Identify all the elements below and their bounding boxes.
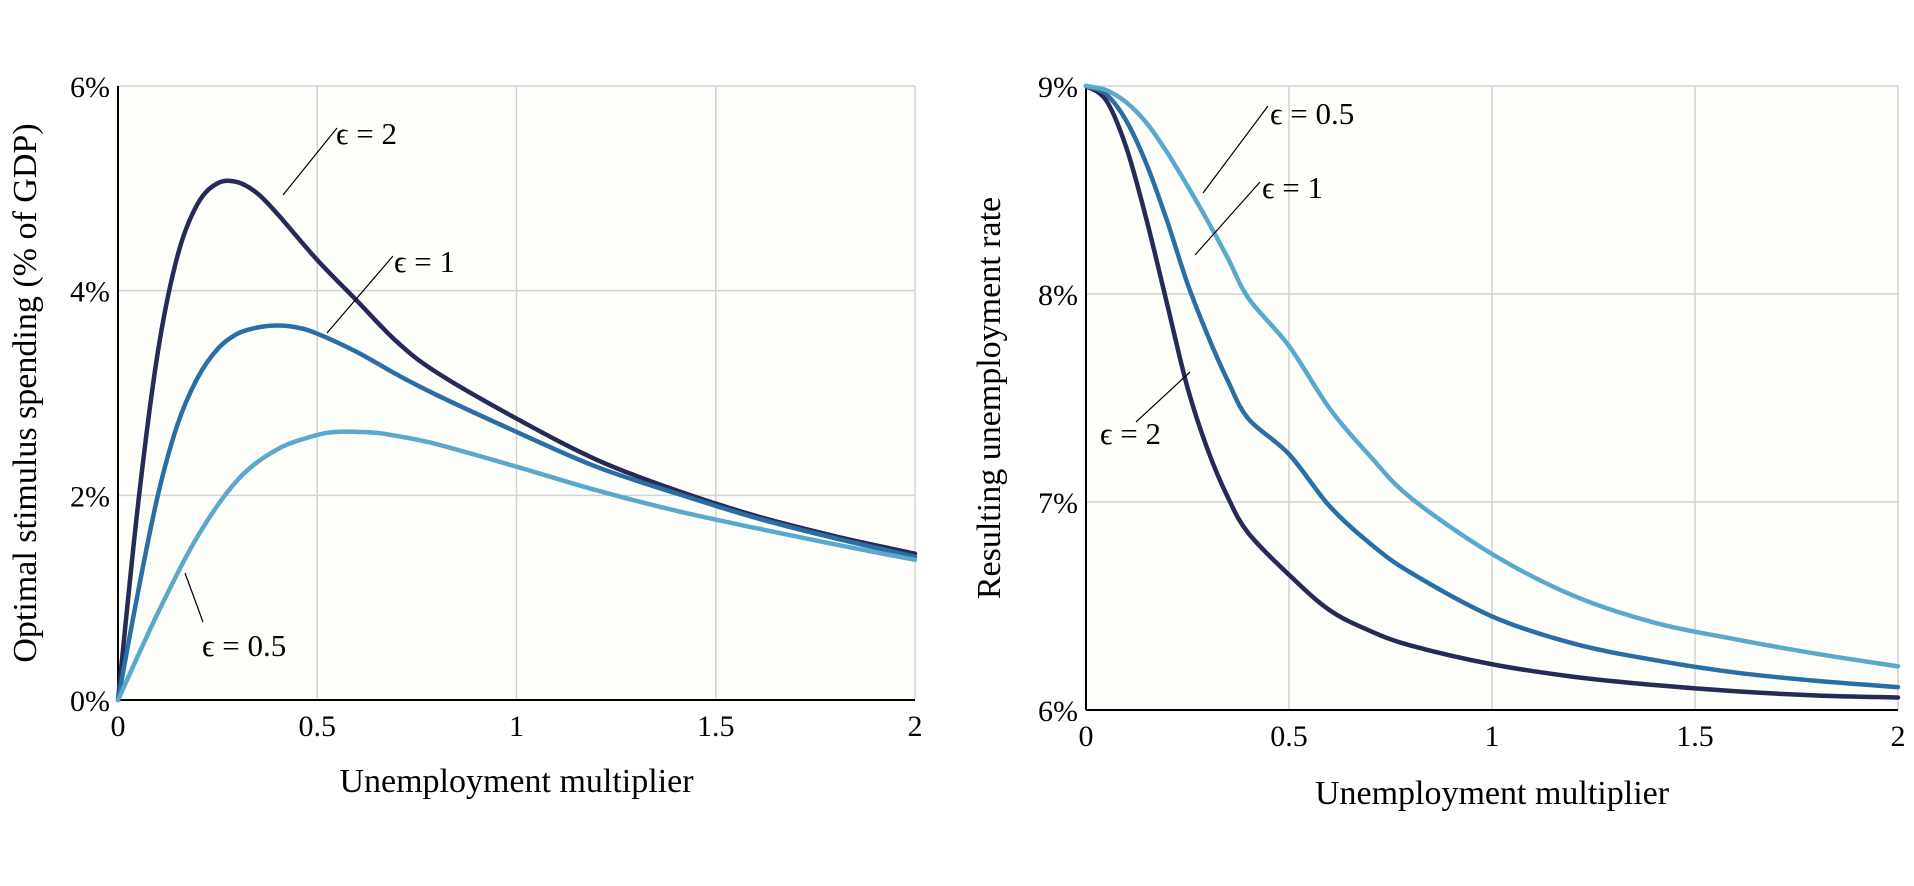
y-tick-label: 7% bbox=[1038, 487, 1078, 520]
series-line-eps-0-5 bbox=[115, 429, 918, 703]
x-axis-label: Unemployment multiplier bbox=[1315, 775, 1670, 812]
x-tick-label: 1.5 bbox=[1676, 720, 1714, 753]
chart-panel-2: 0 0.5 1 1.5 2 6% 7% 8% 9% Unemployment multiplier… bbox=[971, 71, 1906, 812]
annotation-label: ϵ = 2 bbox=[336, 116, 397, 151]
x-tick-label: 0 bbox=[1079, 720, 1094, 753]
annotation-leader-line bbox=[282, 127, 338, 196]
x-tick-label: 1 bbox=[509, 710, 524, 743]
annotation-label: ϵ = 1 bbox=[1262, 170, 1323, 205]
x-tick-label: 0.5 bbox=[1270, 720, 1308, 753]
y-tick-label: 8% bbox=[1038, 279, 1078, 312]
x-axis-label: Unemployment multiplier bbox=[339, 763, 694, 800]
y-axis-label: Resulting unemployment rate bbox=[971, 197, 1008, 599]
y-tick-label: 0% bbox=[70, 685, 110, 718]
annotation-leader-line bbox=[1202, 105, 1269, 194]
y-tick-label: 9% bbox=[1038, 71, 1078, 104]
series-line-eps-1 bbox=[115, 323, 918, 703]
x-tick-label: 2 bbox=[908, 710, 923, 743]
x-tick-label: 1 bbox=[1485, 720, 1500, 753]
annotation-label: ϵ = 2 bbox=[1100, 416, 1161, 451]
y-tick-label: 6% bbox=[1038, 695, 1078, 728]
annotation-leader-line bbox=[184, 572, 204, 623]
annotation-label: ϵ = 1 bbox=[394, 244, 455, 279]
series-line-eps-0-5 bbox=[1083, 83, 1901, 669]
x-tick-label: 0 bbox=[111, 710, 126, 743]
series-line-eps-2 bbox=[115, 178, 918, 703]
annotation-label: ϵ = 0.5 bbox=[1270, 96, 1354, 131]
y-tick-label: 2% bbox=[70, 480, 110, 513]
annotation-leader-line bbox=[326, 255, 394, 334]
x-tick-label: 2 bbox=[1891, 720, 1906, 753]
series-line-eps-1 bbox=[1083, 83, 1901, 690]
y-axis-label: Optimal stimulus spending (% of GDP) bbox=[7, 123, 44, 662]
annotation-leader-line bbox=[1135, 371, 1191, 423]
annotation-label: ϵ = 0.5 bbox=[202, 628, 286, 663]
y-tick-label: 4% bbox=[70, 276, 110, 309]
chart-panel-1: 0 0.5 1 1.5 2 0% 2% 4% 6% Unemployment multiplier… bbox=[7, 71, 923, 800]
x-tick-label: 1.5 bbox=[697, 710, 735, 743]
annotation-leader-line bbox=[1194, 181, 1261, 256]
y-tick-label: 6% bbox=[70, 71, 110, 104]
series-line-eps-2 bbox=[1083, 83, 1901, 700]
x-tick-label: 0.5 bbox=[299, 710, 337, 743]
